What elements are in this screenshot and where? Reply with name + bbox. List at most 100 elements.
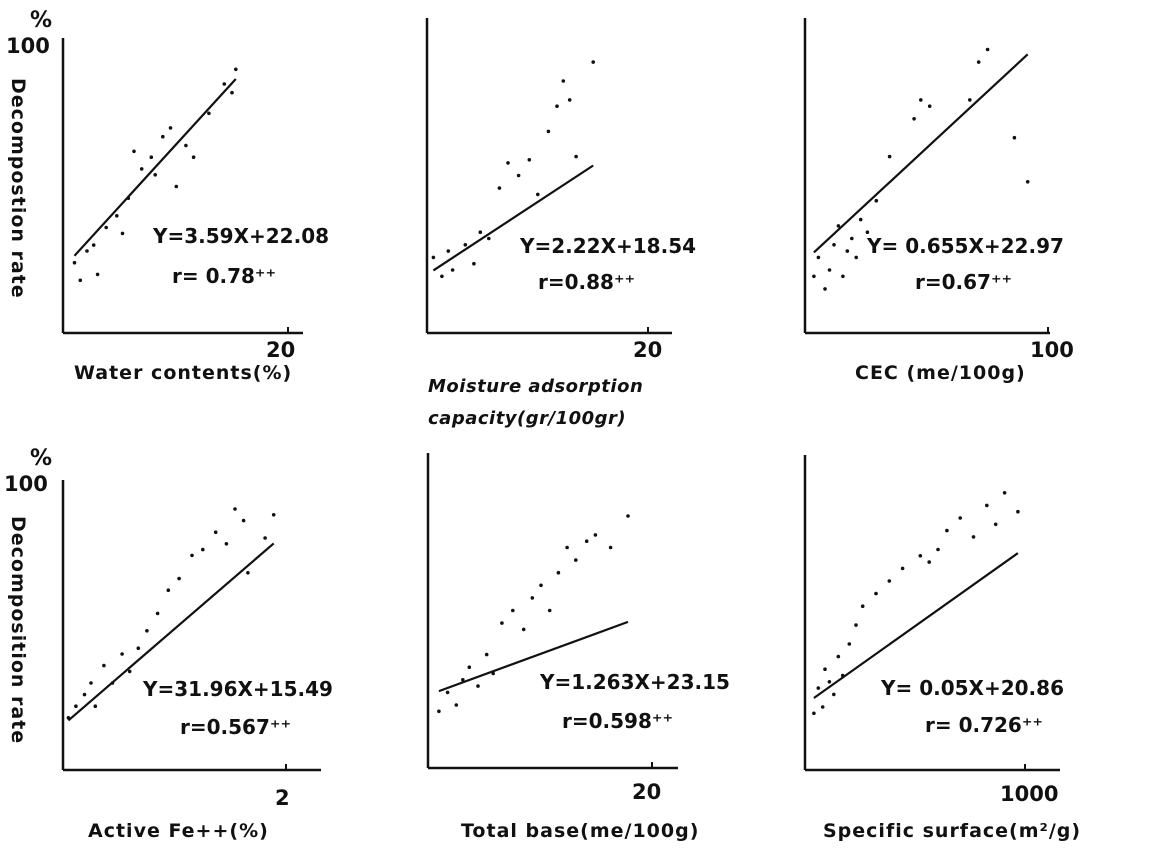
panel-6-point-11 [860, 604, 865, 608]
panel-2-x-label-line-2: capacity(gr/100gr) [428, 408, 627, 429]
panel-2-point-7 [478, 230, 483, 234]
panel-5-x-tick: 20 [632, 780, 662, 804]
panel-1-point-2 [78, 278, 83, 283]
panel-1-point-17 [184, 143, 188, 148]
panel-5-point-9 [500, 621, 504, 625]
panel-6-point-1 [812, 711, 816, 716]
panel-3-point-19 [976, 60, 981, 64]
panel-3-equation: Y= 0.655X+22.97 [867, 234, 1064, 258]
panel-6-point-5 [827, 680, 832, 684]
panel-4-point-10 [136, 646, 141, 650]
panel-1-point-14 [161, 134, 165, 139]
panel-1-point-12 [149, 155, 154, 159]
panel-2-point-4 [450, 268, 455, 272]
panel-5-r: r=0.598⁺⁺ [562, 709, 673, 733]
panel-1-point-22 [234, 67, 238, 72]
panel-4-point-5 [93, 704, 98, 708]
panel-3-point-16 [919, 98, 923, 102]
panel-6-x-label: Specific surface(m²/g) [823, 820, 1082, 842]
panel-4-x-label: Active Fe++(%) [88, 820, 269, 842]
panel-3-point-4 [827, 268, 832, 272]
panel-3-point-14 [887, 154, 892, 159]
panel-4-point-22 [263, 536, 267, 540]
panel-1-point-4 [91, 243, 96, 247]
panel-6-x-tick: 1000 [1000, 782, 1059, 806]
panel-4-point-13 [166, 588, 171, 592]
panel-5-point-5 [467, 665, 472, 669]
panel-6-point-23 [1002, 491, 1007, 495]
panel-2-point-2 [440, 274, 444, 279]
panel-5-point-2 [445, 690, 450, 695]
panel-5-point-16 [565, 545, 569, 550]
panel-6-point-12 [874, 591, 878, 596]
panel-1-x-tick: 20 [266, 338, 296, 362]
panel-4-point-19 [233, 507, 237, 511]
panel-2-x-label-line-1: Moisture adsorption [428, 376, 644, 397]
panel-3-point-15 [912, 117, 916, 121]
panel-6-point-2 [816, 686, 821, 690]
panel-3-point-8 [845, 249, 850, 253]
panel-5-point-12 [530, 596, 535, 600]
panel-3-regression-line [813, 53, 1029, 254]
panel-4-point-8 [120, 652, 124, 656]
panel-1-point-6 [104, 225, 108, 230]
panel-6-point-14 [900, 566, 905, 571]
panel-1-point-18 [191, 155, 196, 159]
panel-2-x-tick: 20 [633, 338, 663, 362]
panel-5-point-13 [539, 583, 543, 588]
panel-6-point-3 [820, 705, 825, 709]
panel-6-point-15 [918, 554, 923, 558]
panel-2-point-1 [431, 255, 436, 260]
panel-6-equation: Y= 0.05X+20.86 [881, 676, 1064, 700]
panel-5-equation: Y=1.263X+23.15 [540, 670, 730, 694]
panel-2-point-19 [591, 60, 595, 64]
panel-4-point-11 [145, 629, 149, 633]
panel-4-point-16 [201, 547, 205, 552]
panel-2-point-8 [487, 236, 491, 241]
panel-3-x-label: CEC (me/100g) [855, 362, 1026, 384]
panel-4-point-14 [177, 576, 181, 581]
panel-6-regression-line [813, 552, 1019, 699]
panel-3-r: r=0.67⁺⁺ [915, 270, 1013, 294]
panel-5-point-6 [476, 684, 480, 688]
panel-6-point-19 [958, 516, 962, 520]
panel-4-point-4 [89, 681, 93, 685]
panel-3-point-21 [1012, 135, 1017, 140]
panel-4-point-15 [190, 553, 194, 558]
panel-4-r: r=0.567⁺⁺ [180, 715, 291, 739]
panel-1-point-8 [120, 231, 125, 236]
panel-5-x-label: Total base(me/100g) [461, 820, 700, 842]
panel-5-point-7 [484, 652, 489, 657]
panel-2-point-5 [463, 243, 468, 247]
panel-4-point-17 [213, 530, 218, 534]
panel-3-point-9 [850, 236, 854, 241]
panel-4-point-23 [271, 513, 276, 517]
panel-6-point-10 [854, 623, 858, 627]
panel-4-point-18 [224, 542, 229, 546]
panel-1-point-19 [207, 111, 211, 116]
panel-3-point-10 [854, 255, 858, 260]
panel-4-point-3 [82, 692, 87, 697]
panel-5-point-21 [626, 514, 630, 518]
panel-5-point-10 [511, 608, 515, 613]
panel-3-point-1 [812, 274, 816, 279]
panel-1-r: r= 0.78⁺⁺ [172, 264, 277, 288]
panel-3-point-18 [968, 98, 972, 102]
panel-1-point-13 [153, 173, 157, 177]
panel-2-equation: Y=2.22X+18.54 [520, 234, 697, 258]
panel-6-point-9 [847, 642, 852, 646]
panel-2-point-14 [546, 129, 551, 134]
y-tick-100-top: 100 [6, 34, 50, 58]
panel-2-point-3 [446, 249, 451, 253]
panel-3-point-12 [865, 230, 870, 234]
panel-2-point-15 [555, 104, 559, 108]
panel-5-point-4 [461, 678, 465, 682]
panel-5-point-1 [437, 709, 441, 714]
panel-6-point-6 [832, 692, 836, 697]
panel-6-point-22 [993, 522, 998, 527]
panel-1-regression-line [73, 78, 237, 257]
panel-5-point-18 [584, 539, 589, 543]
panel-5-point-19 [593, 533, 598, 537]
panel-6-point-4 [823, 667, 827, 671]
